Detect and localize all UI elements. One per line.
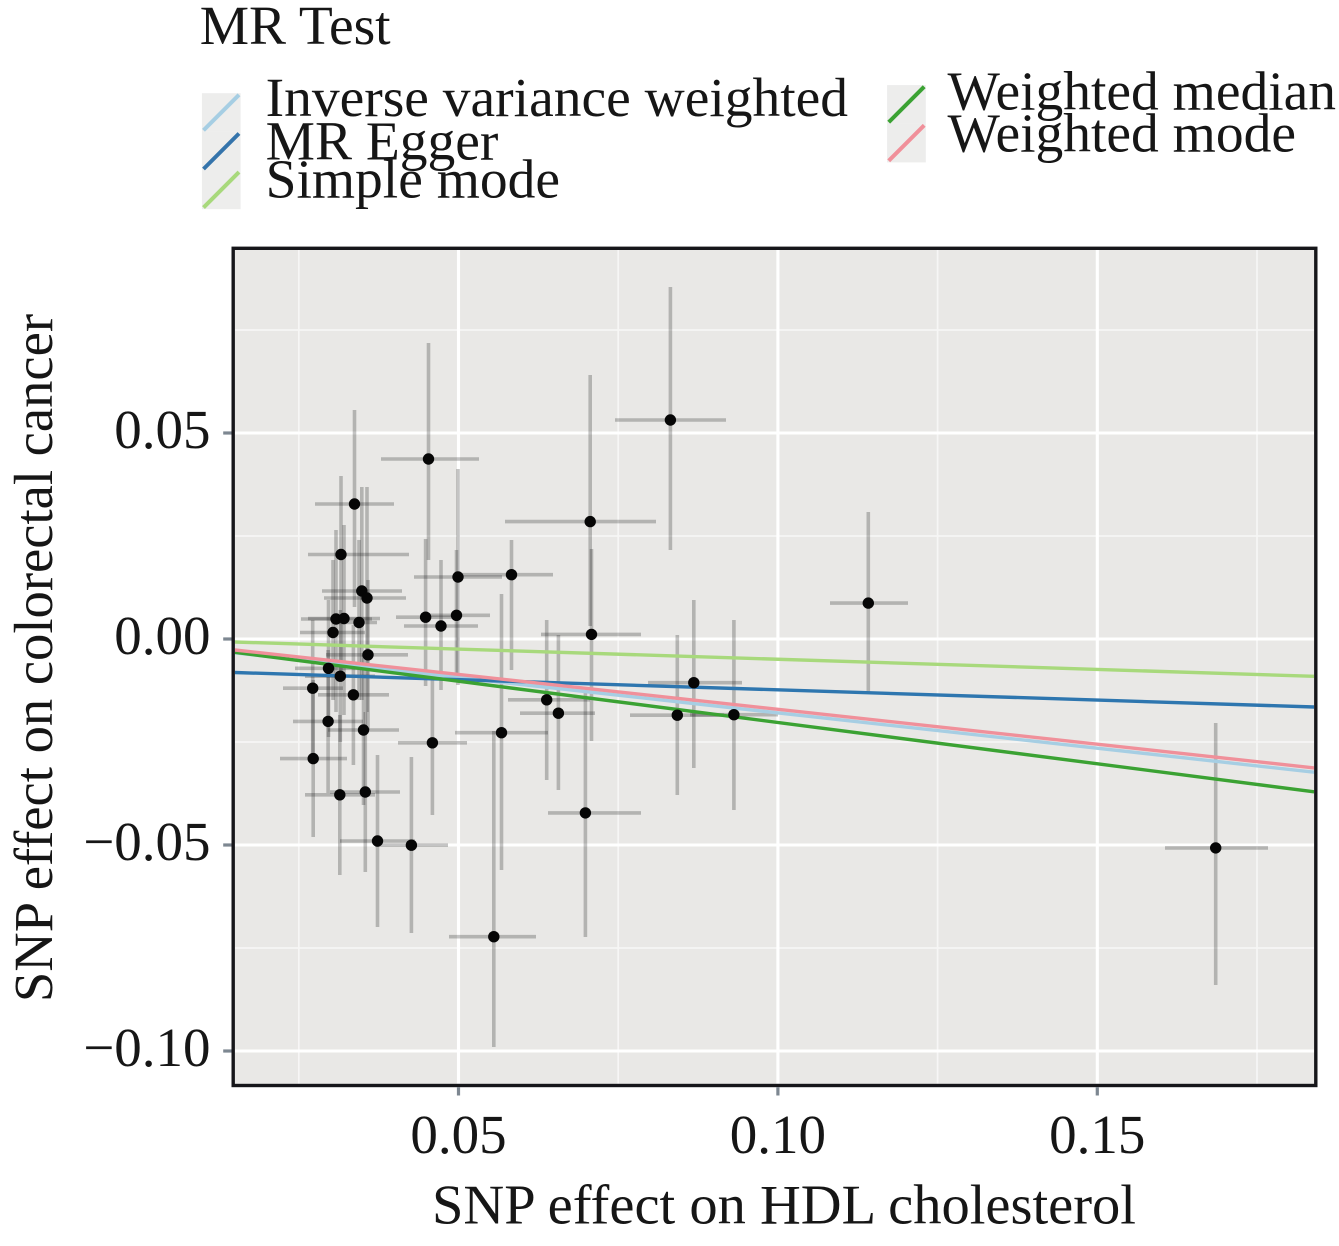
svg-text:0.00: 0.00: [114, 605, 210, 666]
svg-text:0.10: 0.10: [730, 1104, 826, 1165]
svg-text:−0.10: −0.10: [83, 1017, 210, 1078]
svg-text:Inverse variance weighted: Inverse variance weighted: [266, 68, 849, 129]
svg-text:MR Test: MR Test: [200, 0, 391, 57]
svg-text:MR Egger: MR Egger: [266, 112, 499, 173]
svg-text:SNP effect on colorectal cance: SNP effect on colorectal cancer: [3, 314, 64, 1002]
svg-text:Weighted median: Weighted median: [948, 62, 1337, 123]
svg-text:−0.05: −0.05: [83, 811, 210, 872]
svg-text:Weighted mode: Weighted mode: [948, 104, 1296, 165]
svg-text:0.15: 0.15: [1049, 1104, 1145, 1165]
svg-text:0.05: 0.05: [114, 399, 210, 460]
svg-text:Simple mode: Simple mode: [266, 150, 560, 211]
svg-text:SNP effect on HDL cholesterol: SNP effect on HDL cholesterol: [432, 1175, 1136, 1237]
svg-text:0.05: 0.05: [410, 1104, 506, 1165]
